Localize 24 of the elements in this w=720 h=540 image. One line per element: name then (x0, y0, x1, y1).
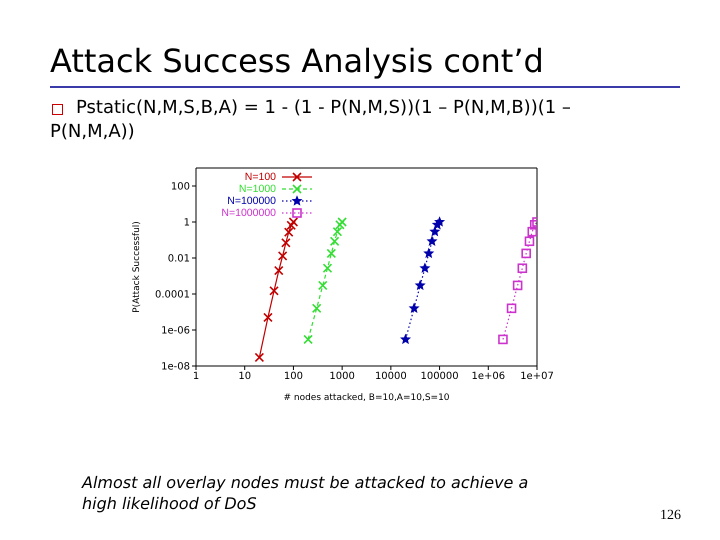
x-tick-label: 10000 (374, 371, 407, 382)
x-tick-label: 10 (238, 371, 252, 382)
y-tick-label: 0.0001 (155, 290, 190, 301)
legend-label: N=100000 (226, 195, 276, 207)
legend-label: N=1000000 (220, 207, 276, 219)
x-axis-title: # nodes attacked, B=10,A=10,S=10 (283, 393, 450, 403)
x-tick-label: 100 (284, 371, 303, 382)
y-tick-label: 1 (184, 218, 190, 229)
x-tick-label: 1e+06 (471, 371, 506, 382)
chart-subtitle: Pstatic(N,M,S,B,A) = 1 - (1 - P(N,M,S))(1 – P(N,M,B))(1 – P(N,M,A)) (50, 96, 572, 144)
text: Almost all overlay nodes must be attacked to achieve a high likelihood of DoS (82, 472, 530, 514)
y-tick-label: 100 (170, 182, 190, 193)
chart-title: Attack Success Analysis cont’d (50, 42, 544, 80)
x-tick-label: 1e+07 (520, 371, 554, 382)
text: 126 (660, 508, 681, 524)
y-axis-title: P(Attack Successful) (132, 221, 142, 313)
y-tick-label: 1e-08 (161, 362, 190, 373)
y-tick-label: 1e-06 (161, 326, 190, 337)
x-tick-label: 100000 (420, 371, 459, 382)
x-tick-label: 1000 (329, 371, 355, 382)
legend-label: N=1000 (238, 183, 276, 195)
legend-label: N=100 (244, 171, 276, 183)
y-tick-label: 0.01 (168, 254, 190, 265)
x-tick-label: 1 (192, 371, 200, 382)
